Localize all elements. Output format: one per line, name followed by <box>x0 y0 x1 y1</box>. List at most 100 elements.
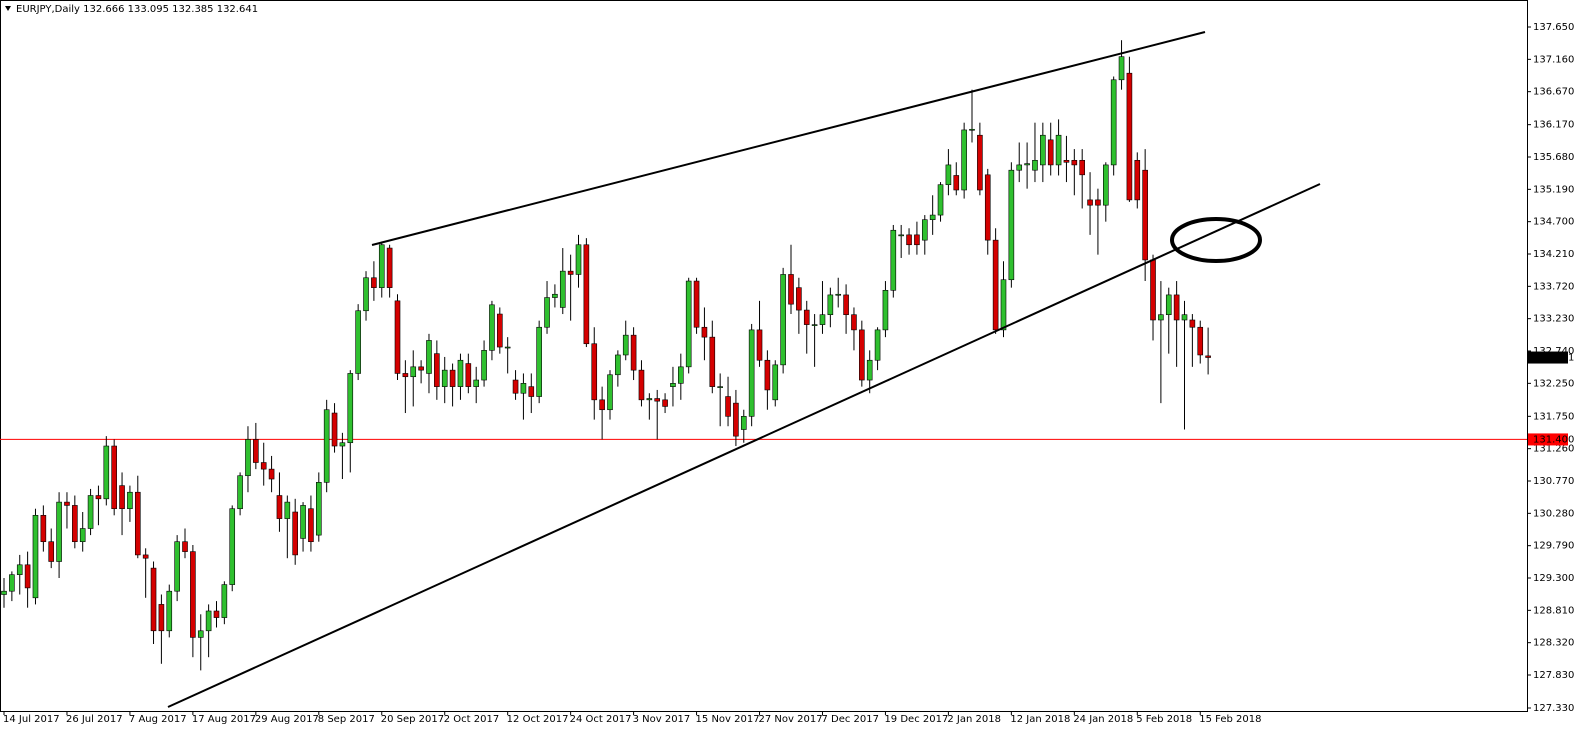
candle-body <box>630 334 637 371</box>
highlight-ellipse <box>1170 217 1262 263</box>
y-tick-label: 137.160 <box>1533 54 1574 65</box>
candle-body <box>583 244 590 345</box>
candle-body <box>441 369 448 387</box>
candle-body <box>87 495 94 529</box>
candle-body <box>866 359 873 381</box>
candle-body <box>1110 79 1117 166</box>
candle-body <box>1205 355 1211 358</box>
candle-body <box>803 309 810 325</box>
candle-body <box>457 359 464 387</box>
candle-body <box>528 386 535 397</box>
y-tick-label: 127.830 <box>1533 670 1574 681</box>
candle-body <box>685 280 692 368</box>
candle-body <box>764 359 771 391</box>
candle-body <box>898 234 904 237</box>
candle-body <box>378 244 385 288</box>
plot-frame <box>0 0 1528 712</box>
x-tick-label: 2 Oct 2017 <box>444 714 499 725</box>
candle-body <box>205 610 212 632</box>
candle-body <box>969 128 975 131</box>
candle-body <box>945 164 952 186</box>
candle-body <box>678 366 684 384</box>
candle-body <box>740 416 747 430</box>
level-label: 131.400 <box>1533 434 1574 445</box>
candle-body <box>386 247 393 288</box>
candle-body <box>921 219 928 241</box>
candle-body <box>1181 314 1188 321</box>
candle-body <box>646 398 653 401</box>
y-tick-label: 134.210 <box>1533 249 1574 260</box>
y-tick-label: 133.720 <box>1533 281 1574 292</box>
candle-body <box>607 374 613 411</box>
candle-body <box>1118 56 1125 81</box>
candle-body <box>363 277 369 312</box>
candle-body <box>977 134 983 191</box>
candle-body <box>56 501 62 562</box>
x-tick-label: 19 Dec 2017 <box>884 714 948 725</box>
candle-body <box>1079 159 1085 176</box>
candle-body <box>1024 163 1030 166</box>
candle-body <box>851 314 857 331</box>
candle-body <box>615 354 621 376</box>
y-tick-label: 132.250 <box>1533 378 1574 389</box>
candle-body <box>95 495 102 500</box>
candle-body <box>725 396 731 417</box>
candle-body <box>1142 169 1148 261</box>
x-tick-label: 15 Nov 2017 <box>696 714 760 725</box>
candle-body <box>213 610 220 618</box>
candle-body <box>339 442 346 447</box>
candle-body <box>1055 134 1062 166</box>
candle-body <box>1189 319 1196 328</box>
candle-body <box>481 350 487 381</box>
x-tick-label: 5 Feb 2018 <box>1136 714 1192 725</box>
candle-body <box>1095 199 1101 206</box>
candle-body <box>347 373 354 444</box>
candle-body <box>1008 169 1015 281</box>
candle-body <box>1158 314 1164 321</box>
y-tick-label: 131.260 <box>1533 444 1574 455</box>
candle-body <box>64 501 70 506</box>
candle-body <box>811 324 818 326</box>
candle-body <box>882 289 889 331</box>
candle-body <box>473 379 480 387</box>
candle-body <box>843 294 849 316</box>
x-tick-label: 7 Aug 2017 <box>129 714 187 725</box>
candle-body <box>253 439 259 463</box>
last-price-box <box>1528 351 1568 364</box>
candle-body <box>638 369 645 401</box>
y-tick-label: 130.770 <box>1533 476 1574 487</box>
candle-body <box>591 343 598 401</box>
candle-body <box>24 564 31 589</box>
y-tick-label: 130.280 <box>1533 508 1574 519</box>
candle-body <box>465 363 472 387</box>
candle-body <box>937 184 944 216</box>
x-tick-label: 2 Jan 2018 <box>947 714 1001 725</box>
candle-body <box>197 630 204 638</box>
candle-body <box>158 604 165 632</box>
x-tick-label: 26 Jul 2017 <box>66 714 123 725</box>
candle-body <box>245 439 251 477</box>
candle-body <box>992 239 999 331</box>
y-tick-label: 127.330 <box>1533 703 1574 714</box>
candle-body <box>40 515 47 543</box>
candle-body <box>748 329 755 417</box>
candle-body <box>103 445 110 500</box>
level-label-box <box>1528 433 1568 446</box>
candle-body <box>953 175 960 191</box>
candle-body <box>292 511 298 556</box>
lower-trendline <box>167 183 1321 708</box>
candle-body <box>701 326 708 338</box>
candle-body <box>504 346 511 349</box>
candle-body <box>119 485 125 510</box>
candle-body <box>1071 159 1078 166</box>
candle-body <box>182 541 188 552</box>
candle-body <box>142 554 149 559</box>
candle-body <box>1126 72 1133 201</box>
menu-arrow <box>5 6 11 11</box>
candle-body <box>308 508 314 543</box>
candle-body <box>229 508 236 585</box>
candle-body <box>276 495 283 519</box>
candle-body <box>717 386 723 388</box>
x-tick-label: 15 Feb 2018 <box>1199 714 1261 725</box>
